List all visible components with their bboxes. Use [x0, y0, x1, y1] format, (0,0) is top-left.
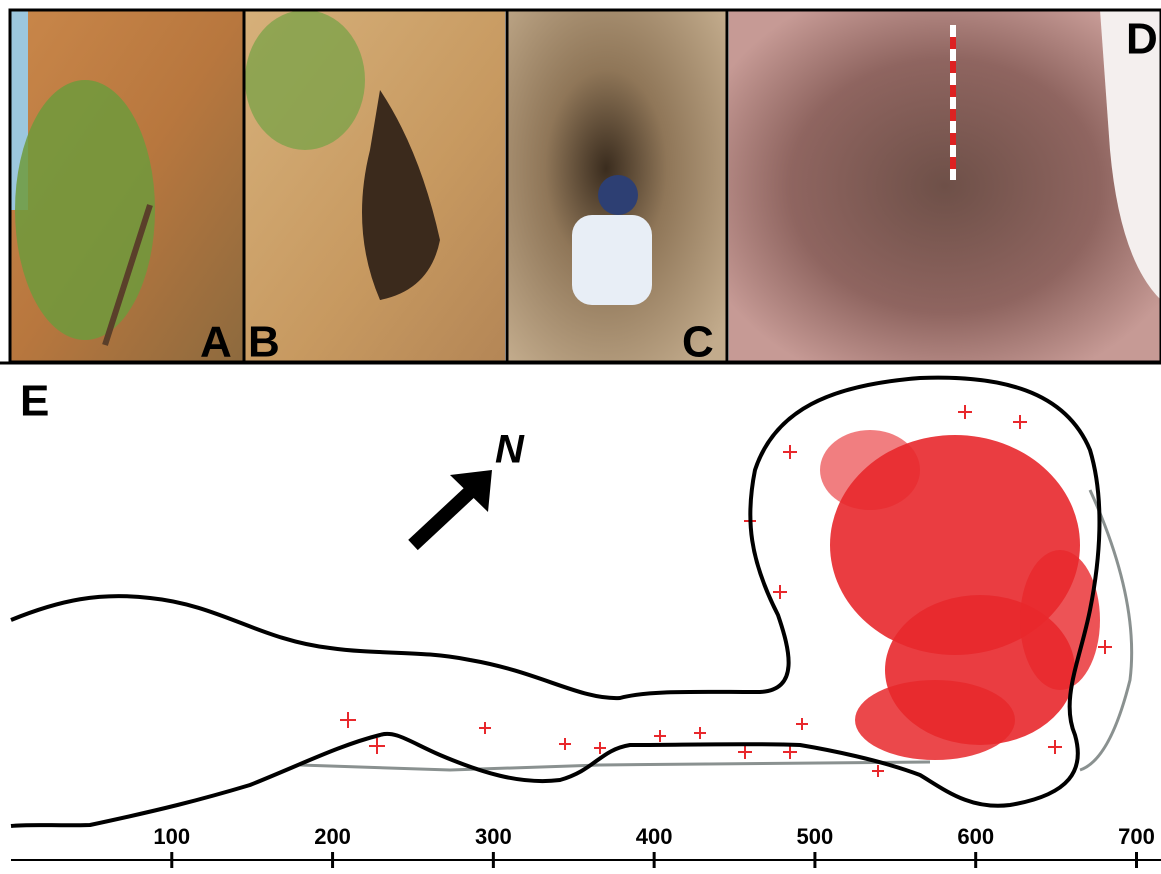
panel-label: E	[20, 377, 49, 426]
photo-c	[508, 10, 726, 362]
x-tick-label: 500	[797, 824, 834, 849]
north-label: N	[495, 428, 525, 472]
x-tick-label: 400	[636, 824, 673, 849]
x-tick-label: 700	[1118, 824, 1155, 849]
x-tick-label: 600	[957, 824, 994, 849]
x-tick-label: 300	[475, 824, 512, 849]
panel-label: C	[682, 318, 714, 367]
panel-label: B	[248, 318, 280, 367]
x-tick-label: 200	[314, 824, 351, 849]
panel-label: A	[200, 318, 232, 367]
panel-label: D	[1126, 15, 1158, 64]
figure: A B C D E N 100 200 300 400 500 600 700	[0, 0, 1161, 869]
photo-a	[10, 10, 243, 362]
x-tick-label: 100	[153, 824, 190, 849]
page: A B C D E N 100200300400500600700 (() =>…	[0, 0, 1161, 874]
photo-d	[729, 10, 1161, 362]
photo-b	[245, 10, 505, 362]
